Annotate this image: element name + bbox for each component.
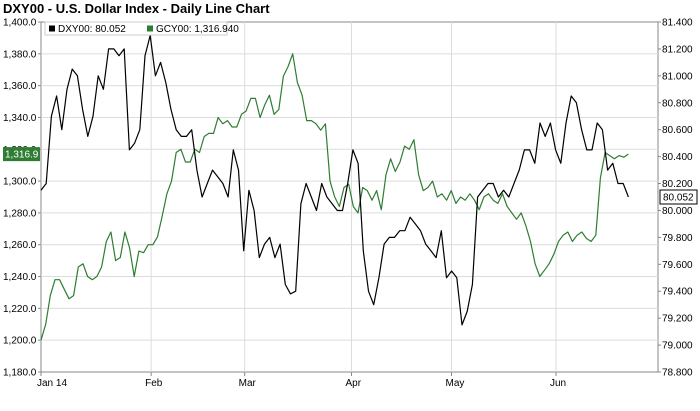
x-tick-label: Mar (239, 378, 257, 389)
gold-series-line (40, 53, 629, 341)
gold-legend-label: GCY00: 1,316.940 (156, 24, 239, 35)
dollar-last-value-label: 80.052 (663, 193, 694, 204)
left-tick-label: 1,360.0 (3, 81, 37, 92)
legend: DXY00: 80.052 GCY00: 1,316.940 (44, 21, 239, 36)
dollar-index-series-line (40, 34, 629, 326)
right-tick-label: 79.400 (662, 287, 693, 298)
plot-area (40, 21, 659, 373)
right-tick-label: 80.200 (662, 179, 693, 190)
chart-title: DXY00 - U.S. Dollar Index - Daily Line C… (3, 1, 270, 16)
left-tick-label: 1,180.0 (3, 368, 37, 379)
right-tick-label: 81.400 (662, 18, 693, 29)
right-tick-label: 81.000 (662, 71, 693, 82)
right-tick-label: 80.800 (662, 98, 693, 109)
grid-lines (41, 22, 658, 372)
left-tick-label: 1,400.0 (3, 18, 37, 29)
left-tick-label: 1,260.0 (3, 240, 37, 251)
gold-last-value-label: 1,316.9 (5, 150, 39, 161)
right-tick-label: 79.800 (662, 233, 693, 244)
right-tick-label: 79.000 (662, 341, 693, 352)
dollar-last-value-tag (659, 189, 698, 205)
x-tick-label: Apr (345, 378, 361, 389)
right-tick-label: 79.200 (662, 314, 693, 325)
left-tick-label: 1,300.0 (3, 177, 37, 188)
dollar-legend-label: DXY00: 80.052 (58, 24, 126, 35)
right-tick-label: 80.400 (662, 152, 693, 163)
right-axis: 78.800 79.000 79.200 79.400 79.600 79.800 80.0… (658, 18, 693, 379)
x-tick-label: Feb (145, 378, 163, 389)
x-axis: Jan 14 Feb Mar Apr May Jun (37, 372, 566, 389)
left-tick-label: 1,240.0 (3, 272, 37, 283)
left-tick-label: 1,200.0 (3, 336, 37, 347)
x-tick-label: May (445, 378, 464, 389)
right-tick-label: 81.200 (662, 44, 693, 55)
right-tick-label: 79.600 (662, 260, 693, 271)
plot-frame (40, 21, 659, 373)
right-tick-label: 78.800 (662, 368, 693, 379)
left-tick-label: 1,280.0 (3, 208, 37, 219)
left-tick-label: 1,340.0 (3, 113, 37, 124)
right-tick-label: 80.000 (662, 206, 693, 217)
gold-legend-swatch (147, 25, 153, 32)
right-tick-label: 80.600 (662, 125, 693, 136)
x-tick-label: Jan 14 (37, 378, 67, 389)
last-value-tags: 1,316.9 80.052 (3, 147, 698, 205)
dollar-legend-swatch (49, 25, 55, 32)
series-layer (40, 34, 629, 341)
legend-box (44, 21, 228, 36)
left-tick-label: 1,380.0 (3, 49, 37, 60)
left-tick-label: 1,220.0 (3, 304, 37, 315)
gold-last-value-tag (3, 147, 40, 162)
x-tick-label: Jun (550, 378, 566, 389)
